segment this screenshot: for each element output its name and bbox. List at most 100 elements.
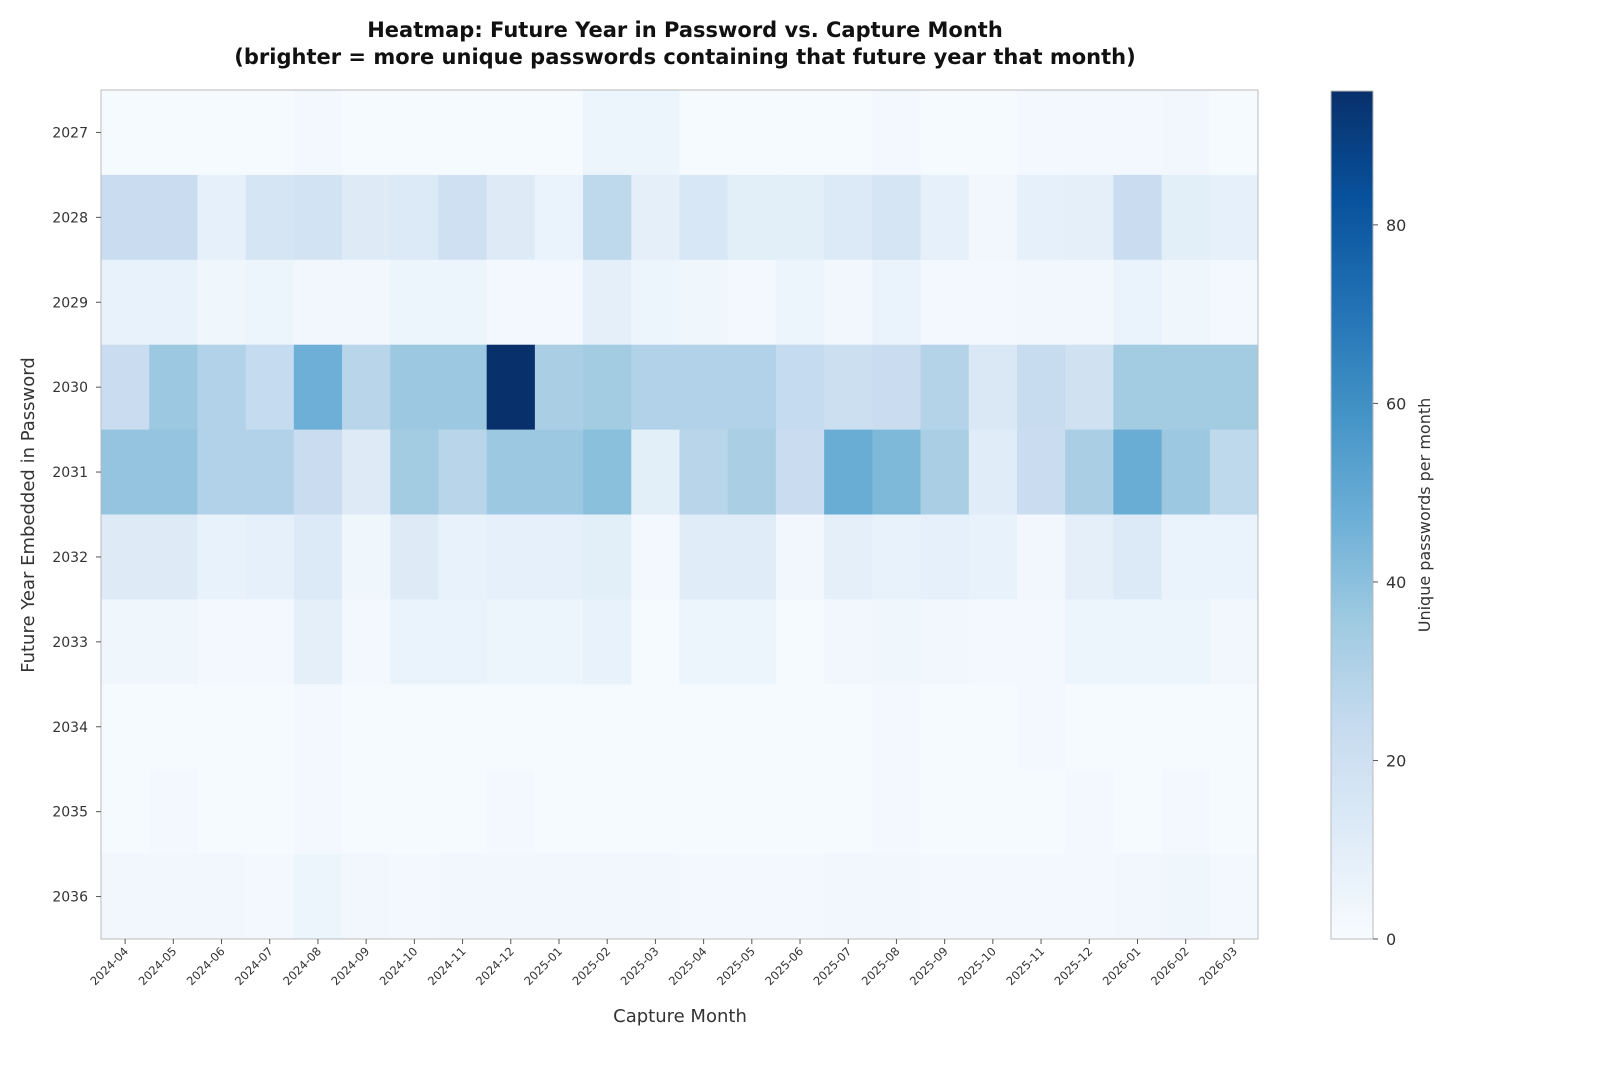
x-tick-label: 2026-02 (1148, 944, 1192, 988)
y-tick-label: 2034 (52, 720, 88, 736)
heatmap-cell (968, 429, 1018, 515)
heatmap-cell (197, 599, 247, 685)
heatmap-cell (197, 429, 247, 515)
heatmap-cell (486, 90, 536, 176)
x-tick-label: 2025-03 (618, 944, 662, 988)
heatmap-cell (293, 90, 343, 176)
heatmap-cell (679, 174, 729, 261)
x-tick-label: 2024-05 (136, 944, 180, 988)
heatmap-cell (197, 90, 247, 176)
heatmap-cell (342, 90, 391, 176)
heatmap-cell (342, 599, 391, 685)
heatmap-cell (872, 599, 922, 685)
heatmap-cell (342, 174, 391, 261)
heatmap-cell (1209, 174, 1259, 261)
heatmap-cell (390, 769, 439, 855)
y-tick-label: 2027 (52, 125, 88, 141)
heatmap-cell (101, 769, 150, 855)
heatmap-cell (631, 174, 680, 261)
heatmap-cell (631, 514, 680, 600)
heatmap-cell (775, 769, 825, 855)
heatmap-cell (1113, 854, 1163, 940)
heatmap-cell (775, 90, 825, 176)
y-tick-label: 2036 (52, 890, 88, 906)
heatmap-cell (486, 684, 536, 770)
heatmap-cell (824, 769, 873, 855)
heatmap-cell (342, 259, 391, 346)
heatmap-cell (1209, 429, 1259, 515)
heatmap-cell (679, 684, 729, 770)
x-tick-label: 2025-11 (1003, 944, 1047, 988)
heatmap-cell (1016, 514, 1066, 600)
heatmap-cell (583, 429, 632, 515)
heatmap-cell (438, 174, 488, 261)
heatmap-cell (775, 259, 825, 346)
heatmap-cell (1161, 684, 1211, 770)
heatmap-cell (390, 429, 439, 515)
heatmap-cell (101, 174, 150, 261)
x-tick-label: 2026-03 (1196, 944, 1240, 988)
heatmap-cell (342, 769, 391, 855)
y-tick-label: 2028 (52, 210, 88, 226)
heatmap-cell (293, 599, 343, 685)
heatmap-cell (245, 429, 295, 515)
heatmap-cell (583, 90, 632, 176)
heatmap-cell (824, 90, 873, 176)
heatmap-cell (872, 259, 922, 346)
heatmap-cell (390, 599, 439, 685)
heatmap-cell (824, 174, 873, 261)
heatmap-cell (390, 174, 439, 261)
heatmap-cell (872, 684, 922, 770)
heatmap-cell (342, 344, 391, 431)
heatmap-cell (486, 599, 536, 685)
heatmap-cell (149, 259, 198, 346)
x-tick-label: 2025-09 (907, 944, 951, 988)
heatmap-cell (727, 599, 777, 685)
heatmap-cell (631, 854, 680, 940)
heatmap-cell (1161, 854, 1211, 940)
heatmap-cell (1016, 684, 1066, 770)
heatmap-cell (1065, 514, 1114, 600)
heatmap-cell (1113, 344, 1163, 431)
colorbar-tick-label: 80 (1386, 216, 1406, 235)
heatmap-cell (1209, 514, 1259, 600)
heatmap-cell (1113, 259, 1163, 346)
heatmap-cell (534, 514, 584, 600)
heatmap-cell (920, 854, 970, 940)
heatmap-cell (968, 684, 1018, 770)
heatmap-cell (920, 259, 970, 346)
heatmap-cell (101, 429, 150, 515)
heatmap-cell (631, 344, 680, 431)
colorbar-label: Unique passwords per month (1415, 398, 1434, 633)
heatmap-cell (342, 429, 391, 515)
heatmap-cell (1209, 684, 1259, 770)
heatmap-cell (968, 599, 1018, 685)
heatmap-cell (149, 174, 198, 261)
heatmap-cell (727, 854, 777, 940)
y-tick-label: 2031 (52, 465, 88, 481)
heatmap-cell (149, 599, 198, 685)
heatmap-cell (197, 769, 247, 855)
heatmap-cell (727, 514, 777, 600)
heatmap-cell (775, 599, 825, 685)
x-tick-label: 2024-08 (280, 944, 324, 988)
heatmap-cell (197, 514, 247, 600)
heatmap-cell (631, 769, 680, 855)
x-tick-label: 2025-07 (810, 944, 854, 988)
heatmap-cell (1065, 769, 1114, 855)
heatmap-cell (293, 684, 343, 770)
heatmap-cell (968, 90, 1018, 176)
heatmap-cell (1016, 769, 1066, 855)
heatmap-cell (1161, 769, 1211, 855)
heatmap-cell (1065, 344, 1114, 431)
heatmap-cell (727, 769, 777, 855)
heatmap-cell (727, 344, 777, 431)
heatmap-cell (968, 514, 1018, 600)
heatmap-cell (775, 684, 825, 770)
heatmap-cell (920, 90, 970, 176)
heatmap-cell (824, 344, 873, 431)
heatmap-cell (197, 854, 247, 940)
x-tick-label: 2024-12 (473, 944, 517, 988)
colorbar-tick-label: 20 (1386, 751, 1406, 770)
heatmap-cell (920, 599, 970, 685)
